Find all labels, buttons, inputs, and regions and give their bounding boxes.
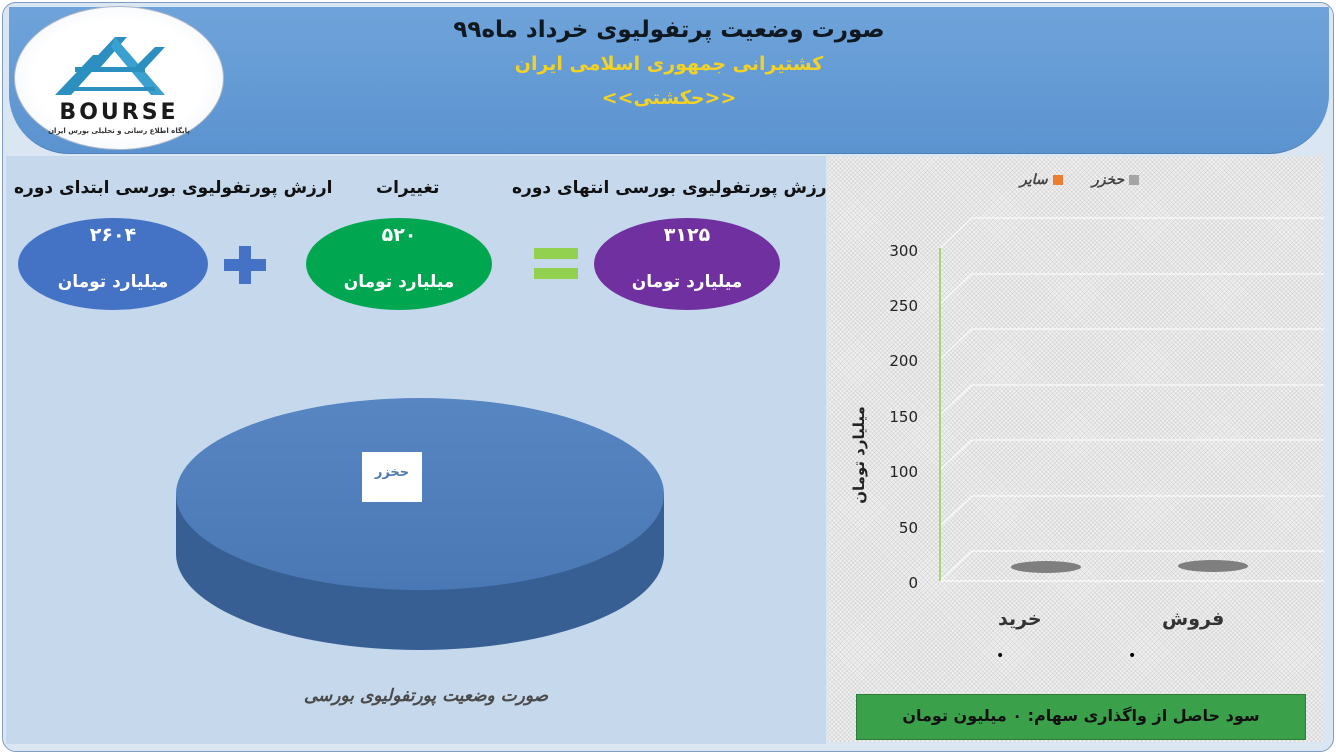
portfolio-pie-chart: حخزر [176,398,664,650]
y-tick-200: 200 [889,352,918,370]
header-banner: صورت وضعیت پرتفولیوی خرداد ماه۹۹ کشتیران… [9,7,1329,154]
start-value-unit: میلیارد تومان [57,272,169,292]
category-label-forush: فروش [1162,608,1225,630]
start-value: ۲۶۰۴ [89,224,137,246]
changes-unit: میلیارد تومان [343,272,455,292]
changes-label: تغییرات [376,178,440,198]
end-value-unit: میلیارد تومان [631,272,743,292]
logo-brand-text: BOURSE [59,100,178,125]
company-name: کشتیرانی جمهوری اسلامی ایران [514,53,824,75]
plus-icon [224,246,266,284]
stock-symbol: <<حکشتی>> [601,87,737,109]
y-tick-300: 300 [889,242,918,260]
bar-base-forush [1178,560,1248,572]
bourse-logo-mark: BOURSE پایگاه اطلاع رسانی و تحلیلی بورس … [48,37,190,135]
y-axis-title: میلیارد تومان [850,406,868,504]
end-value-bubble: ۳۱۲۵ میلیارد تومان [594,218,780,310]
trade-chart-panel [828,156,1324,742]
y-tick-0: 0 [908,574,918,592]
start-value-label: ارزش پورتفولیوی بورسی ابتدای دوره [14,178,333,198]
changes-value: ۵۲۰ [381,224,417,246]
legend-item-khazar: حخزر [1092,172,1140,188]
trade-chart-plot [939,217,1324,582]
category-point-kharid: • [996,648,1005,664]
legend-swatch-other [1052,175,1063,185]
y-tick-100: 100 [889,463,918,481]
y-axis-title-text: میلیارد تومان [850,406,868,504]
page-title: صورت وضعیت پرتفولیوی خرداد ماه۹۹ [453,17,885,43]
category-label-kharid: خرید [998,608,1042,630]
y-tick-250: 250 [889,297,918,315]
end-value: ۳۱۲۵ [663,224,711,246]
y-tick-50: 50 [898,519,918,537]
legend-label-other: سایر [1020,172,1048,188]
pie-slice-label-box [362,452,422,502]
legend-item-other: سایر [1020,172,1063,188]
start-value-bubble: ۲۶۰۴ میلیارد تومان [18,218,208,310]
category-point-forush: • [1128,648,1137,664]
profit-summary-box: سود حاصل از واگذاری سهام: ۰ میلیون تومان [856,694,1306,740]
legend-swatch-khazar [1129,175,1140,185]
profit-summary-text: سود حاصل از واگذاری سهام: ۰ میلیون تومان [902,706,1260,725]
changes-bubble: ۵۲۰ میلیارد تومان [306,218,492,310]
end-value-label: ارزش پورتفولیوی بورسی انتهای دوره [512,178,833,198]
legend-label-khazar: حخزر [1092,172,1125,188]
y-tick-150: 150 [889,408,918,426]
logo-tagline-text: پایگاه اطلاع رسانی و تحلیلی بورس ایران [48,126,190,135]
pie-slice-label: حخزر [374,465,409,480]
bar-base-kharid [1011,561,1081,573]
bourse-logo: BOURSE پایگاه اطلاع رسانی و تحلیلی بورس … [14,6,224,150]
pie-caption: صورت وضعیت پورتفولیوی بورسی [303,686,549,706]
equals-icon [534,248,578,279]
